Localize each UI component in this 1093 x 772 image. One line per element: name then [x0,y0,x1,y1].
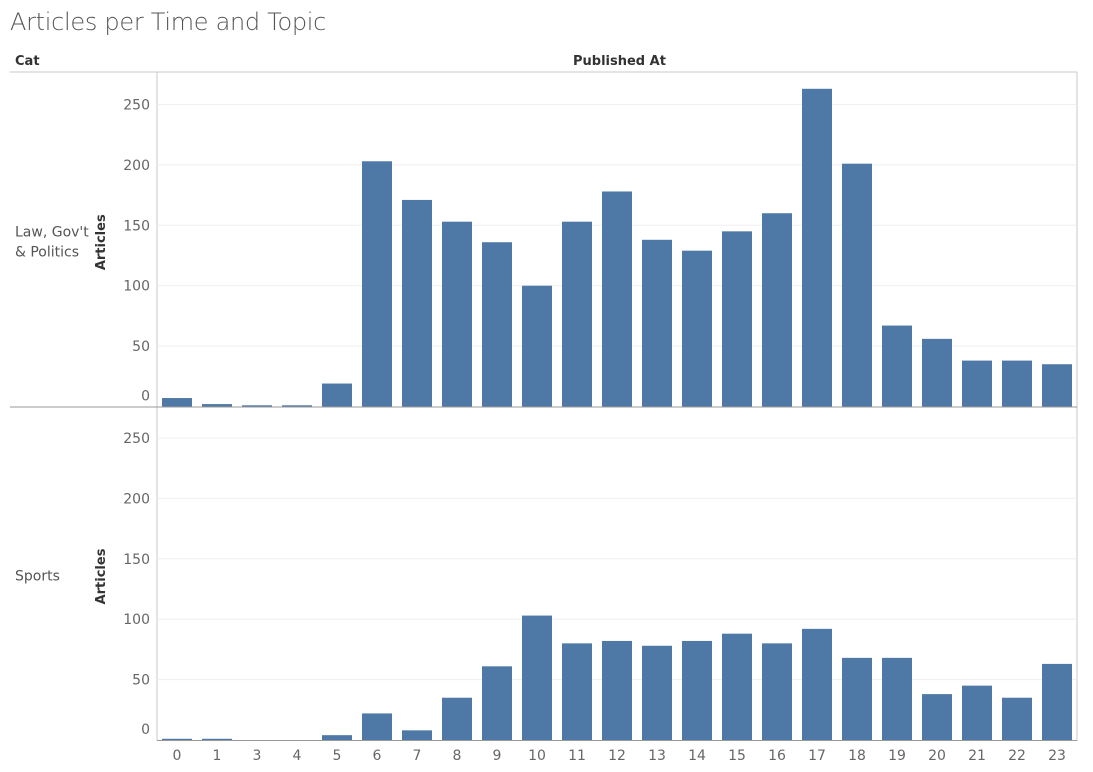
bar [682,640,712,740]
x-tick-label: 18 [848,748,866,764]
y-tick-label: 200 [123,158,150,174]
x-tick-label: 7 [413,748,422,764]
x-tick-label: 6 [373,748,382,764]
bar [162,398,192,407]
x-tick-label: 23 [1048,748,1066,764]
bar [562,221,592,407]
bar [642,239,672,407]
y-tick-label: 150 [123,218,150,234]
column-header-published-at: Published At [573,54,666,69]
bar [282,405,312,407]
x-tick-label: 22 [1008,748,1026,764]
x-tick-label: 20 [928,748,946,764]
bar [482,666,512,740]
bar [762,213,792,407]
bar [882,657,912,740]
y-tick-label: 100 [123,279,150,295]
x-tick-label: 1 [213,748,222,764]
bar [802,628,832,740]
bar [1042,663,1072,740]
y-axis-title: Articles [94,214,109,270]
bar [202,404,232,407]
x-tick-label: 9 [493,748,502,764]
bar [802,88,832,407]
bar [442,697,472,740]
bar [202,738,232,740]
bar [962,360,992,407]
bar [402,730,432,740]
bar [842,163,872,407]
x-tick-label: 5 [333,748,342,764]
x-tick-label: 8 [453,748,462,764]
y-tick-label: 50 [132,339,150,355]
bar [1042,364,1072,407]
bar [322,735,352,740]
y-tick-label: 200 [123,491,150,507]
chart-title: Articles per Time and Topic [10,8,327,36]
x-tick-label: 10 [528,748,546,764]
bar [1002,697,1032,740]
x-tick-label: 4 [293,748,302,764]
bar [322,383,352,407]
bar [842,657,872,740]
x-tick-label: 15 [728,748,746,764]
bar [602,640,632,740]
bar [482,242,512,407]
bar [362,161,392,407]
x-tick-label: 14 [688,748,706,764]
bar [962,685,992,740]
bar [522,615,552,740]
y-tick-label: 0 [141,389,150,405]
row-header-cat: Cat [15,54,40,69]
bar [162,738,192,740]
y-tick-label: 150 [123,552,150,568]
x-tick-label: 13 [648,748,666,764]
y-tick-label: 50 [132,673,150,689]
bar [402,199,432,407]
bar [562,643,592,740]
x-tick-label: 0 [173,748,182,764]
bar [922,694,952,740]
bar [642,645,672,740]
bar [722,231,752,407]
panel-label: Sports [15,569,60,585]
bar [922,338,952,407]
bar [882,325,912,407]
y-axis-title: Articles [94,548,109,604]
bar [522,285,552,407]
y-tick-label: 250 [123,431,150,447]
x-tick-label: 11 [568,748,586,764]
x-tick-label: 12 [608,748,626,764]
panel-label: Law, Gov't [15,224,89,240]
y-tick-label: 0 [141,722,150,738]
bar [602,191,632,407]
y-tick-label: 250 [123,98,150,114]
x-tick-label: 21 [968,748,986,764]
bar [682,250,712,407]
y-tick-label: 100 [123,612,150,628]
bar [762,643,792,740]
bar [242,405,272,407]
x-tick-label: 17 [808,748,826,764]
bar [722,633,752,740]
bar [1002,360,1032,407]
bar [442,221,472,407]
panel-label: & Politics [15,244,79,260]
x-tick-label: 16 [768,748,786,764]
bar [362,713,392,740]
x-tick-label: 19 [888,748,906,764]
x-tick-label: 3 [253,748,262,764]
